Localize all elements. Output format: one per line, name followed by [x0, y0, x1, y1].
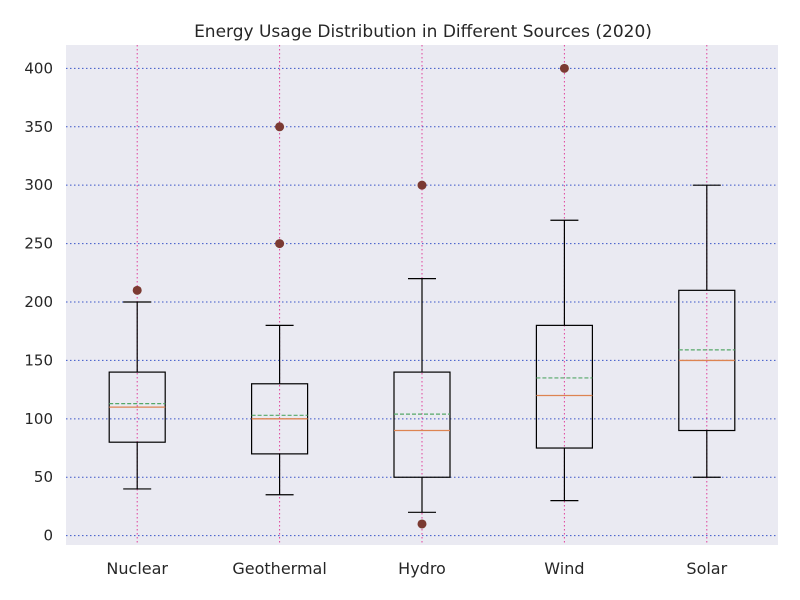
y-tick-label: 250	[24, 235, 53, 253]
y-axis-ticks: 0 50 100 150 200 250 300 350 400	[24, 59, 53, 544]
outlier-point	[275, 239, 285, 249]
box-wind	[535, 63, 594, 502]
y-tick-label: 400	[24, 59, 53, 77]
y-tick-label: 100	[24, 410, 53, 428]
x-tick-label: Hydro	[398, 559, 446, 578]
iqr-box	[535, 324, 594, 449]
y-tick-label: 200	[24, 293, 53, 311]
outlier-point	[132, 285, 142, 295]
x-tick-label: Geothermal	[232, 559, 326, 578]
y-tick-label: 50	[34, 468, 53, 486]
x-tick-label: Nuclear	[106, 559, 168, 578]
outlier-point	[559, 63, 569, 73]
y-tick-label: 150	[24, 351, 53, 369]
outlier-point	[417, 180, 427, 190]
y-tick-label: 0	[43, 527, 53, 545]
box-solar	[678, 184, 736, 478]
box-geothermal	[251, 122, 309, 496]
outlier-point	[417, 519, 427, 529]
x-axis-ticks: Nuclear Geothermal Hydro Wind Solar	[106, 559, 727, 578]
iqr-box	[393, 371, 451, 478]
outlier-point	[275, 122, 285, 132]
y-tick-label: 300	[24, 176, 53, 194]
y-tick-label: 350	[24, 118, 53, 136]
chart-title: Energy Usage Distribution in Different S…	[194, 22, 652, 42]
boxes	[108, 63, 736, 529]
x-tick-label: Solar	[686, 559, 727, 578]
box-hydro	[393, 180, 451, 529]
box-nuclear	[108, 285, 166, 490]
x-tick-label: Wind	[544, 559, 584, 578]
